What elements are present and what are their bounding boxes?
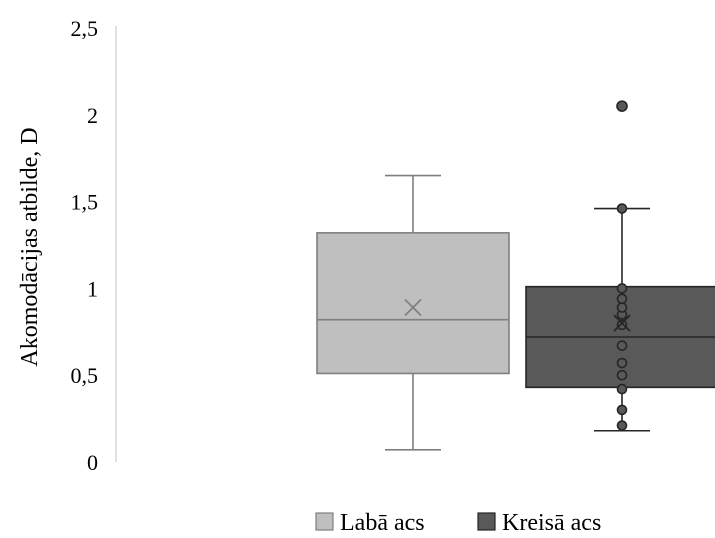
box-series-2 [525,100,715,432]
data-point [616,283,628,294]
y-tick-label: 1 [87,276,98,301]
y-tick-label: 2 [87,103,98,128]
legend-label: Kreisā acs [502,510,601,536]
y-tick-label: 0,5 [71,363,99,388]
data-point [616,319,628,331]
data-point [616,383,628,395]
data-point [616,357,628,369]
mean-marker [404,298,422,317]
y-axis-ticks: 0 0,5 1 1,5 2 2,5 [71,16,99,475]
data-point [616,340,628,351]
legend-swatch [315,512,334,531]
y-tick-label: 1,5 [71,190,99,215]
y-tick-label: 2,5 [71,16,99,41]
box-iqr [316,232,510,375]
outlier-point [616,100,628,112]
data-point [616,420,628,431]
mean-marker [613,314,631,332]
legend-swatch [477,512,496,531]
data-point [616,203,628,214]
data-point [616,293,628,305]
y-tick-label: 0 [87,450,98,475]
y-axis-label: Akomodācijas atbilde, D [17,127,43,366]
data-point [616,302,628,313]
legend-label: Labā acs [340,510,425,536]
boxes [316,100,715,451]
data-point [616,404,628,416]
legend: Labā acs Kreisā acs [315,510,601,536]
box-series-1 [316,174,510,451]
data-point [616,369,628,381]
